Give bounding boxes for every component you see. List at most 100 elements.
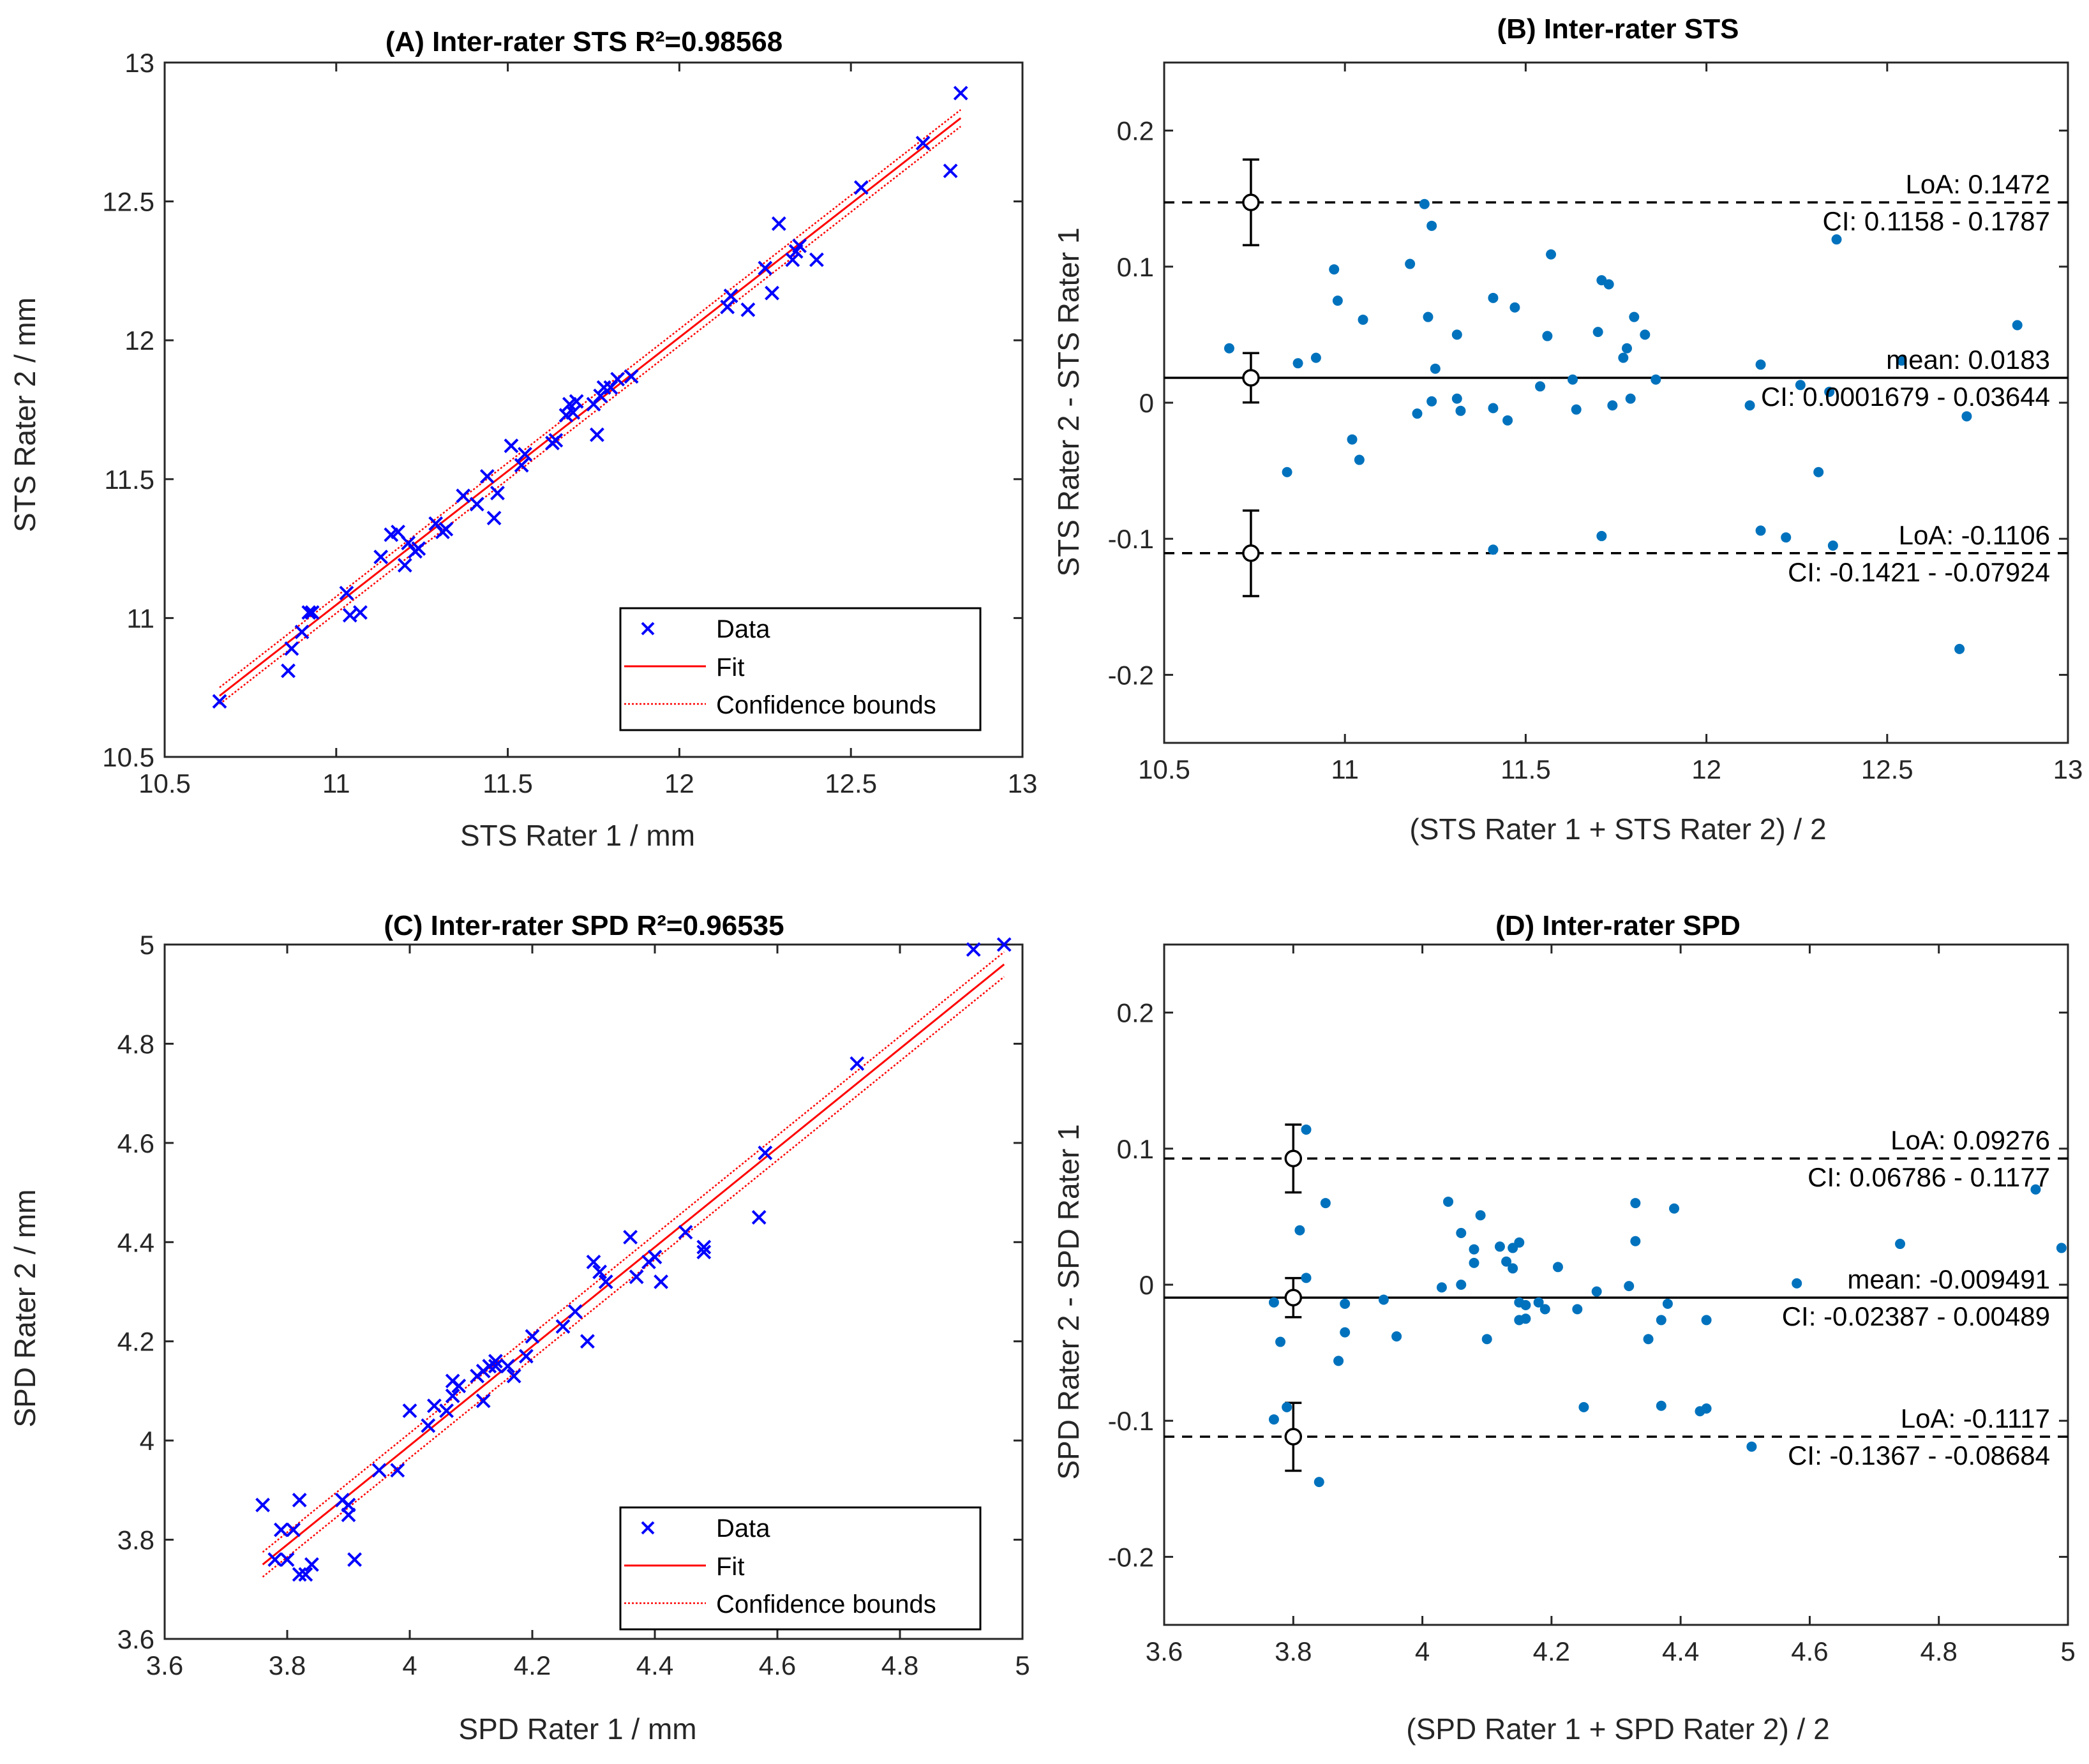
- panel-c-ylabel: SPD Rater 2 / mm: [8, 1189, 41, 1427]
- data-point: [1455, 405, 1466, 416]
- data-point: [304, 1557, 319, 1572]
- data-point: [479, 469, 495, 484]
- data-point: [490, 486, 505, 500]
- data-point: [1224, 343, 1234, 354]
- x-tick-label: 3.6: [146, 1650, 183, 1680]
- y-tick-label: 10.5: [102, 742, 154, 772]
- x-tick-label: 12: [664, 768, 694, 798]
- data-point: [598, 1274, 613, 1289]
- x-tick-label: 11.5: [1501, 754, 1551, 784]
- x-tick-label: 4.8: [1921, 1636, 1958, 1666]
- data-point: [1426, 220, 1437, 231]
- data-point: [1744, 400, 1755, 411]
- data-point: [292, 1492, 307, 1507]
- x-tick-label: 4.2: [1533, 1636, 1570, 1666]
- data-point: [475, 1393, 491, 1409]
- data-point: [696, 1239, 712, 1255]
- data-point: [212, 694, 227, 709]
- data-point: [371, 1463, 387, 1478]
- legend-data-label: Data: [716, 1514, 770, 1543]
- legend-box: [619, 607, 982, 731]
- data-point: [1568, 374, 1578, 385]
- legend-fit-label: Fit: [716, 1553, 744, 1581]
- data-point: [451, 1379, 467, 1394]
- data-point: [518, 447, 532, 462]
- fit-line: [262, 963, 1005, 1566]
- y-tick-label: -0.1: [1108, 524, 1154, 554]
- data-point: [1895, 1239, 1906, 1250]
- data-point: [1662, 1298, 1673, 1309]
- data-point: [953, 86, 968, 101]
- x-tick-label: 4.8: [881, 1650, 918, 1680]
- y-tick-label: -0.1: [1108, 1406, 1154, 1436]
- data-point: [1443, 1196, 1454, 1207]
- x-tick-label: 4: [402, 1650, 417, 1680]
- upper-loa-ci-label: CI: 0.06786 - 0.1177: [1808, 1162, 2050, 1192]
- data-point: [391, 525, 405, 539]
- data-point: [284, 641, 299, 656]
- data-point: [506, 1368, 521, 1384]
- data-point: [758, 260, 773, 276]
- data-point: [294, 624, 310, 639]
- lower-estimate-marker: [1242, 544, 1260, 562]
- data-point: [1961, 411, 1972, 422]
- data-point: [1539, 1304, 1550, 1315]
- data-point: [411, 541, 426, 557]
- data-point: [629, 1269, 644, 1285]
- data-point: [1643, 1334, 1654, 1345]
- y-tick-label: 0: [1139, 1270, 1154, 1300]
- data-point: [1755, 525, 1766, 536]
- data-point: [654, 1274, 669, 1289]
- data-point: [1824, 386, 1835, 397]
- panel-b-title: (B) Inter-rater STS: [1497, 13, 1739, 45]
- data-point: [1640, 329, 1651, 340]
- data-point: [1625, 393, 1636, 404]
- data-point: [2012, 320, 2023, 331]
- data-point: [1656, 1400, 1666, 1411]
- data-point: [304, 605, 320, 620]
- data-point: [751, 1210, 767, 1225]
- legend-fit-label: Fit: [716, 654, 744, 682]
- data-point: [1436, 1282, 1447, 1293]
- data-point: [1481, 1334, 1492, 1345]
- data-point: [624, 369, 639, 384]
- panel-d-title: (D) Inter-rater SPD: [1495, 910, 1741, 941]
- data-point: [486, 511, 502, 526]
- data-point: [1292, 358, 1303, 369]
- lower-confidence-bound: [219, 126, 962, 705]
- data-point: [1314, 1477, 1324, 1488]
- x-tick-label: 12.5: [1861, 754, 1913, 784]
- y-tick-label: 5: [140, 930, 154, 960]
- data-point: [373, 549, 389, 565]
- data-point: [1469, 1257, 1479, 1268]
- x-tick-label: 5: [1015, 1650, 1030, 1680]
- data-point: [292, 1567, 307, 1582]
- data-point: [850, 1056, 865, 1071]
- data-point: [439, 1403, 454, 1418]
- legend-bounds-label: Confidence bounds: [716, 1590, 936, 1618]
- panel-a-title: (A) Inter-rater STS R²=0.98568: [386, 26, 782, 57]
- data-point: [1508, 1263, 1518, 1274]
- data-point: [1412, 408, 1423, 419]
- data-point: [255, 1497, 271, 1513]
- panel-c-xlabel: SPD Rater 1 / mm: [458, 1712, 696, 1745]
- data-point: [623, 1230, 638, 1245]
- data-point: [1701, 1315, 1712, 1326]
- data-point: [1618, 352, 1629, 363]
- data-point: [2030, 1184, 2041, 1195]
- data-point: [445, 1388, 460, 1403]
- y-tick-label: 11: [126, 603, 154, 633]
- data-point: [1651, 374, 1661, 385]
- data-point: [1552, 1262, 1563, 1273]
- upper-loa-ci-label: CI: 0.1158 - 0.1787: [1823, 206, 2050, 236]
- data-point: [1301, 1124, 1312, 1135]
- data-point: [1591, 1286, 1602, 1297]
- data-point: [1451, 393, 1462, 404]
- y-tick-label: 0.2: [1117, 116, 1154, 146]
- upper-confidence-bound: [219, 108, 962, 689]
- panel-a-xlabel: STS Rater 1 / mm: [460, 819, 695, 852]
- data-point: [504, 438, 519, 453]
- data-point: [281, 663, 296, 678]
- data-point: [943, 163, 958, 179]
